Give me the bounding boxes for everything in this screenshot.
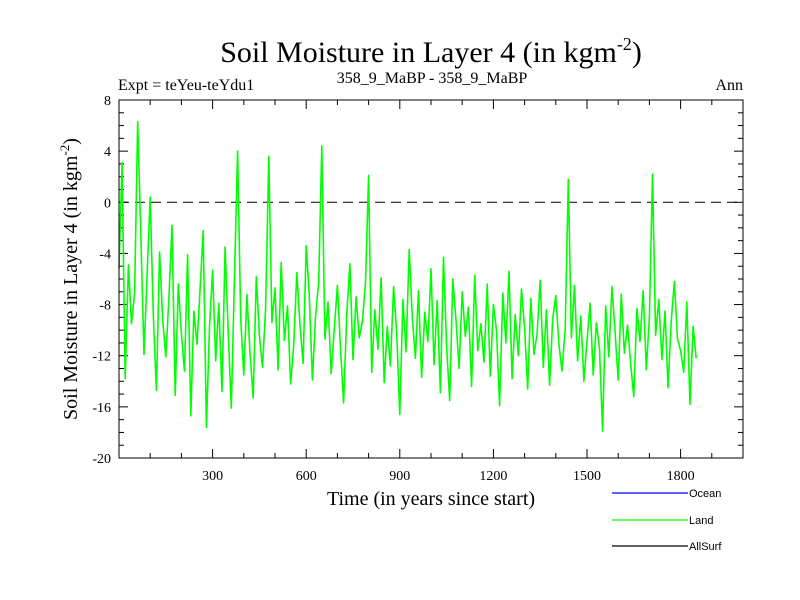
land-series-line [118, 120, 697, 432]
chart-legend: Ocean Land AllSurf [612, 488, 722, 553]
plot-frame [118, 99, 744, 459]
x-tick-label: 1200 [479, 469, 507, 484]
x-tick-label: 1500 [573, 469, 601, 484]
x-tick-label: 300 [202, 469, 223, 484]
y-tick-label: 4 [104, 145, 111, 160]
y-axis-label: Soil Moisture in Layer 4 (in kgm-2) [57, 138, 82, 420]
y-tick-label: -20 [92, 452, 111, 467]
y-axis-ticks: -20 -16 -12 -8 -4 0 4 8 [92, 94, 743, 467]
chart-title: Soil Moisture in Layer 4 (in kgm-2) [220, 34, 642, 69]
period-label: 358_9_MaBP - 358_9_MaBP [337, 70, 528, 87]
y-tick-label: -4 [99, 247, 111, 262]
y-tick-label: -12 [92, 350, 111, 365]
legend-label-ocean: Ocean [689, 488, 721, 500]
y-tick-label: -16 [92, 401, 111, 416]
experiment-label: Expt = teYeu-teYdu1 [118, 77, 254, 94]
x-tick-label: 600 [296, 469, 317, 484]
legend-label-land: Land [689, 515, 713, 527]
x-axis-label: Time (in years since start) [327, 488, 535, 510]
x-axis-ticks: 300 600 900 1200 1500 1800 [149, 100, 713, 484]
y-tick-label: -8 [99, 299, 111, 314]
y-tick-label: 0 [104, 196, 111, 211]
legend-label-allsurf: AllSurf [689, 541, 722, 553]
y-tick-label: 8 [104, 94, 111, 109]
x-tick-label: 900 [389, 469, 410, 484]
season-label: Ann [715, 77, 743, 94]
x-tick-label: 1800 [667, 469, 695, 484]
